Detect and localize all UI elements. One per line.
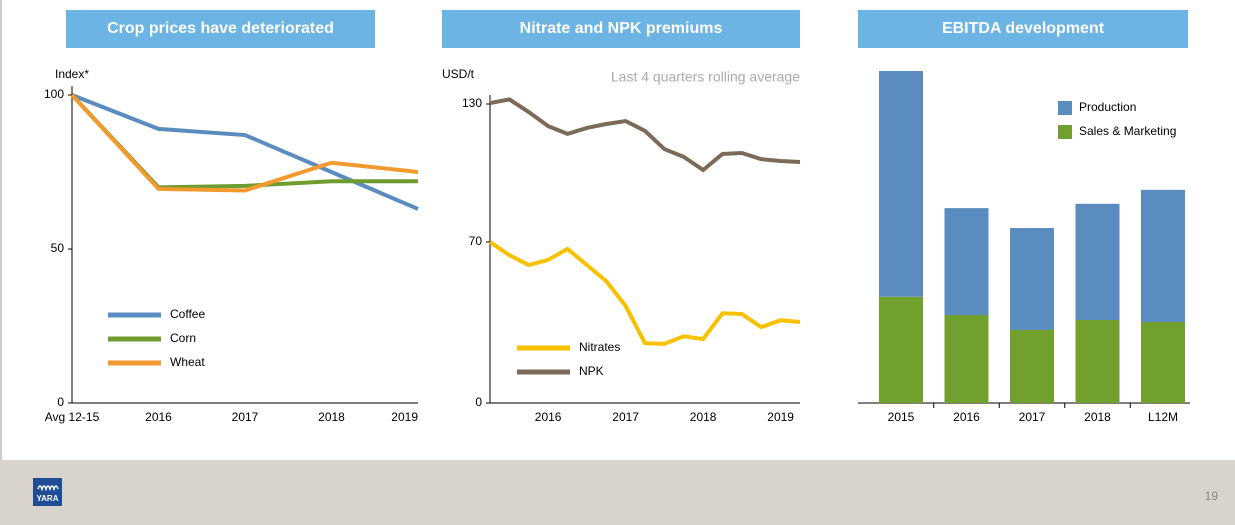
bar-segment	[879, 71, 923, 297]
series-line	[488, 240, 801, 346]
y-axis-label: USD/t	[442, 67, 475, 81]
bar-segment	[944, 315, 989, 403]
legend-label: Nitrates	[579, 340, 620, 354]
x-tick-label: 2019	[391, 410, 418, 424]
legend-label: Coffee	[170, 307, 205, 321]
x-tick-label: 2017	[232, 410, 259, 424]
title-banner	[858, 10, 1188, 48]
legend-label: Wheat	[170, 355, 205, 369]
y-tick-label: 70	[469, 234, 483, 248]
title-banner	[66, 10, 375, 48]
y-tick-label: 50	[51, 241, 65, 255]
bar-segment	[944, 208, 989, 316]
logo	[33, 478, 62, 506]
page-number: 19	[1205, 489, 1219, 503]
y-axis-label: Index*	[55, 67, 89, 81]
x-tick-label: 2019	[767, 410, 794, 424]
y-tick-label: 130	[462, 96, 482, 110]
y-tick-label: 0	[57, 395, 64, 409]
bar-segment	[1141, 189, 1185, 322]
y-tick-label: 100	[44, 87, 64, 101]
x-tick-label: 2016	[953, 410, 980, 424]
chart-title: Nitrate and NPK premiums	[520, 20, 723, 37]
bar-segment	[879, 296, 923, 403]
logo-mark	[37, 485, 59, 492]
bar-segment	[1010, 329, 1054, 403]
x-tick-label: 2016	[145, 410, 172, 424]
series-line	[70, 93, 419, 193]
y-tick-label: 0	[475, 395, 482, 409]
legend-label: NPK	[579, 364, 604, 378]
footer	[0, 460, 1235, 525]
chart-title: EBITDA development	[942, 20, 1105, 37]
series-line	[71, 93, 419, 211]
annotation: Last 4 quarters rolling average	[611, 69, 800, 85]
title-banner	[442, 10, 800, 48]
x-tick-label: 2018	[318, 410, 345, 424]
legend-label: Corn	[170, 331, 196, 345]
chart-title: Crop prices have deteriorated	[107, 20, 334, 37]
legend-label: Production	[1079, 100, 1136, 114]
bar-segment	[1141, 321, 1185, 403]
x-tick-label: 2015	[888, 410, 915, 424]
x-tick-label: 2017	[1019, 410, 1046, 424]
x-tick-label: Avg 12-15	[45, 410, 100, 424]
x-tick-label: 2016	[535, 410, 562, 424]
bar-segment	[1075, 203, 1120, 320]
x-tick-label: 2018	[690, 410, 717, 424]
x-tick-label: 2017	[612, 410, 639, 424]
legend-label: Sales & Marketing	[1079, 124, 1176, 138]
legend-swatch	[1058, 101, 1072, 115]
legend-swatch	[1058, 125, 1072, 139]
bar-segment	[1010, 228, 1054, 330]
bar-segment	[1075, 320, 1120, 403]
x-tick-label: 2018	[1084, 410, 1111, 424]
logo-text: YARA	[37, 494, 59, 503]
x-tick-label: L12M	[1148, 410, 1178, 424]
series-line	[489, 97, 801, 173]
